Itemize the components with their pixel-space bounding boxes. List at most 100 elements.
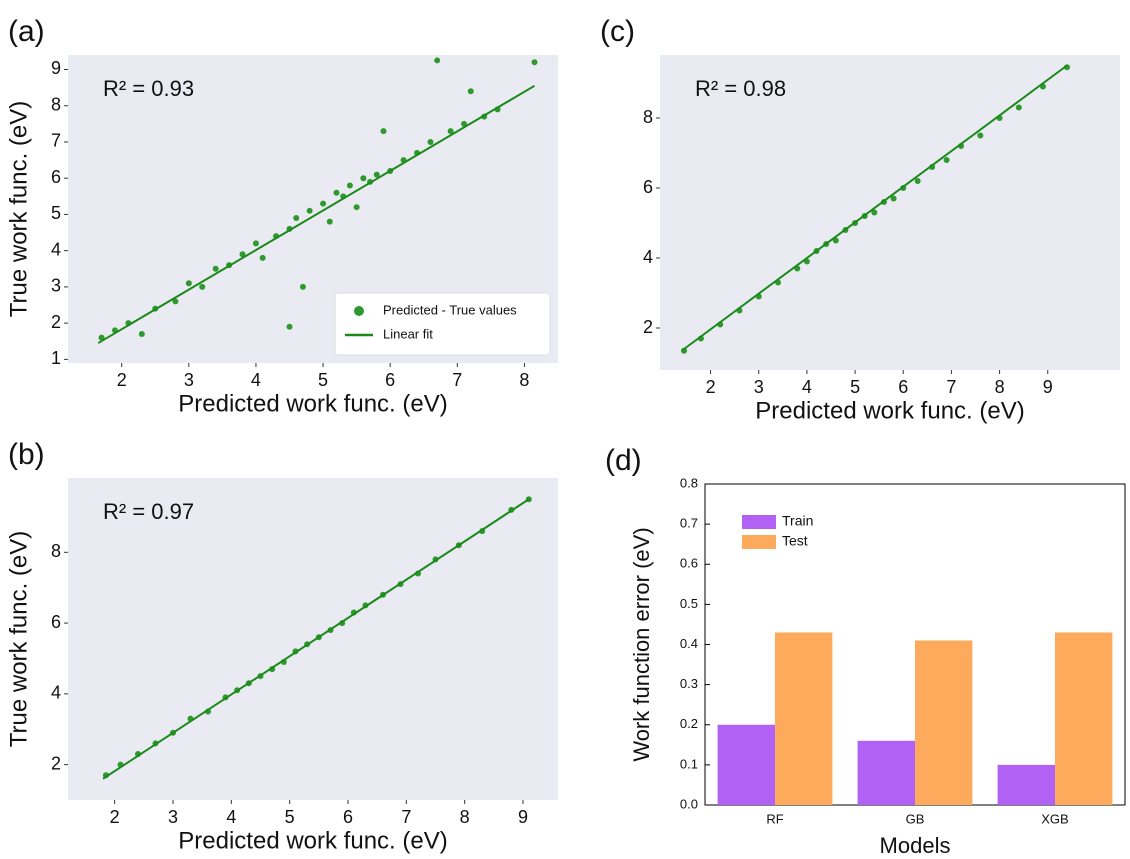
y-tick-label: 6 [51,612,61,632]
x-tick-label: 3 [168,807,178,827]
x-tick-label: 4 [226,807,236,827]
x-tick-label: 4 [802,377,812,397]
panel-label: (b) [8,438,45,471]
x-tick-label: 5 [850,377,860,397]
plot-background [660,55,1120,370]
point [380,128,387,135]
legend-label: Predicted - True values [383,302,517,317]
y-tick-label: 2 [51,312,61,332]
y-tick-label: 0.8 [680,475,698,490]
y-tick-label: 3 [51,276,61,296]
x-tick-label: 8 [519,370,529,390]
legend-label: Test [782,533,808,549]
y-tick-label: 4 [51,683,61,703]
point [360,175,367,182]
x-tick-label: 9 [1043,377,1053,397]
legend-marker [354,306,364,316]
x-tick-label: 7 [946,377,956,397]
point [353,204,360,211]
y-tick-label: 0.4 [680,636,698,651]
y-tick-label: 4 [643,247,653,267]
point [185,280,192,287]
x-tick-label: 3 [754,377,764,397]
point [333,189,340,196]
point [434,57,441,64]
x-tick-label: 6 [898,377,908,397]
y-axis-label: True work func. (eV) [5,531,32,748]
point [299,283,306,290]
legend-label: Train [782,513,813,529]
point [326,218,333,225]
x-axis-label: Predicted work func. (eV) [755,397,1024,424]
y-tick-label: 0.1 [680,756,698,771]
point [914,178,921,184]
y-tick-label: 7 [51,131,61,151]
y-tick-label: 0.2 [680,716,698,731]
x-tick-label: 7 [452,370,462,390]
point [871,209,878,216]
point [320,200,327,207]
annotation: R² = 0.98 [695,76,786,101]
bar [1055,632,1113,805]
point [427,138,434,145]
point [346,182,353,189]
legend-label: Linear fit [383,326,433,341]
y-tick-label: 2 [51,753,61,773]
legend-swatch [742,515,776,529]
point [172,298,179,305]
point [252,240,259,247]
bar [775,632,833,805]
y-tick-label: 8 [51,541,61,561]
point [977,132,984,139]
point [138,331,145,338]
point [199,283,206,290]
annotation: R² = 0.93 [103,76,194,101]
x-tick-label: 2 [110,807,120,827]
x-tick-label: 6 [343,807,353,827]
bar [857,740,915,805]
x-tick-label: 5 [318,370,328,390]
point [259,254,266,261]
fit-line [102,498,530,780]
y-tick-label: 0.5 [680,596,698,611]
bar [915,640,973,805]
y-tick-label: 0.6 [680,556,698,571]
legend-box [334,292,551,356]
x-tick-label: 8 [995,377,1005,397]
point [286,323,293,330]
y-axis-label: True work func. (eV) [5,101,32,318]
point [890,195,897,202]
point [306,207,313,214]
x-axis-label: Models [880,833,951,858]
y-tick-label: 0.3 [680,676,698,691]
point [373,171,380,178]
point [293,215,300,222]
y-tick-label: 6 [51,167,61,187]
plot-background [68,478,558,800]
point [447,128,454,135]
y-tick-label: 8 [643,107,653,127]
bar [997,764,1055,805]
x-tick-label: 8 [460,807,470,827]
x-tick-label: RF [766,811,783,826]
x-tick-label: GB [906,811,925,826]
point [467,88,474,95]
bar [717,724,775,805]
y-tick-label: 9 [51,58,61,78]
panel-label: (a) [8,15,45,48]
x-tick-label: 2 [706,377,716,397]
point [531,59,538,66]
x-tick-label: 6 [385,370,395,390]
x-tick-label: 2 [117,370,127,390]
fit-line [97,84,536,344]
y-tick-label: 4 [51,239,61,259]
x-axis-label: Predicted work func. (eV) [178,827,447,854]
y-tick-label: 2 [643,317,653,337]
y-tick-label: 8 [51,94,61,114]
point [943,157,950,163]
x-tick-label: 7 [401,807,411,827]
point [1015,104,1022,111]
x-tick-label: 4 [251,370,261,390]
x-tick-label: 9 [518,807,528,827]
